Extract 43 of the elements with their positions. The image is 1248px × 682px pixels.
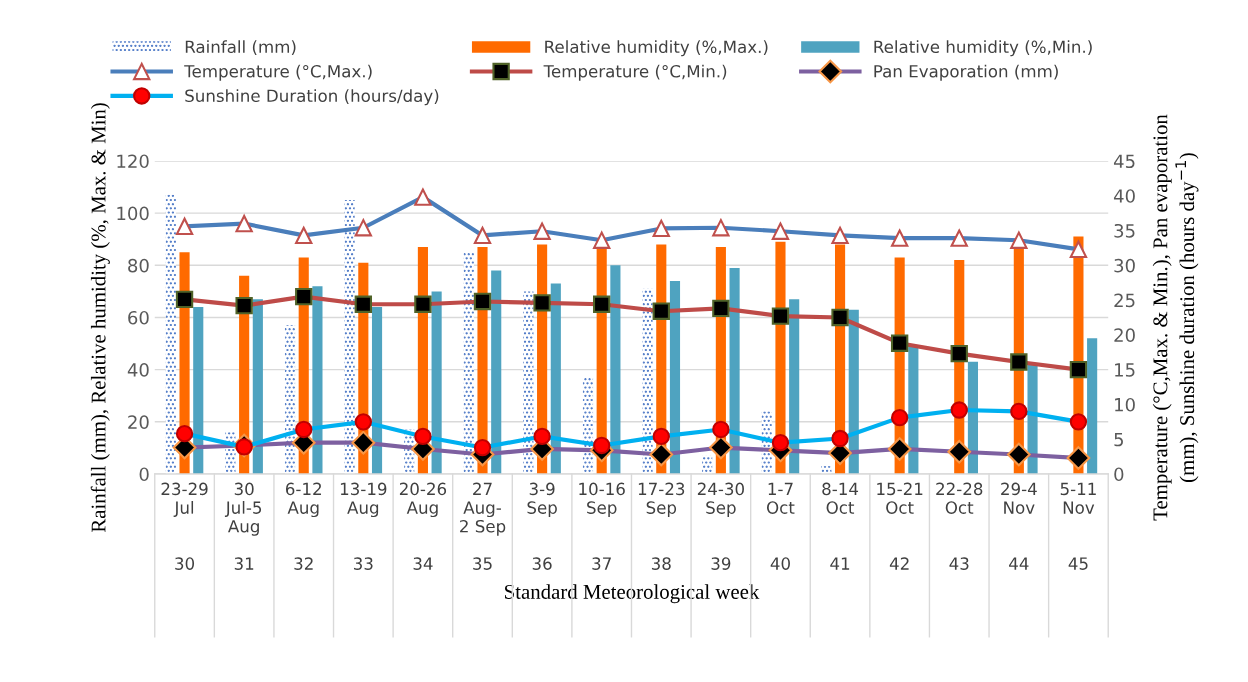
x-axis-title: Standard Meteorological week	[505, 584, 760, 604]
y2-tick-label: 5	[1114, 432, 1123, 447]
legend-label: Temperature (°C,Max.)	[184, 64, 372, 81]
y-tick-label: 120	[117, 154, 149, 169]
y2-tick-label: 35	[1114, 223, 1135, 238]
legend-label: Relative humidity (%,Min.)	[874, 40, 1092, 57]
legend-label: Temperature (°C,Min.)	[543, 64, 727, 81]
y-tick-label: 100	[117, 206, 149, 221]
category-label: 6-12 Aug 32	[285, 482, 321, 570]
legend-label: Pan Evaporation (mm)	[874, 64, 1058, 81]
category-label: 22-28 Oct 43	[936, 482, 983, 570]
y2-axis-title: Temperature (°C,Max. & Min.), Pan evaporation (mm), Sunshine duration (hours day$^{−1}$)	[1152, 114, 1199, 521]
y-axis-title: Rainfall (mm), Relative humidity (%, Max. & Min)	[90, 103, 110, 533]
category-label: 23-29 Jul 30	[161, 482, 208, 570]
category-label: 30 Jul-5 Aug 31	[224, 482, 262, 570]
category-label: 1-7 Oct 40	[766, 482, 795, 570]
y-tick-label: 60	[128, 310, 149, 325]
y-tick-label: 80	[128, 258, 149, 273]
legend-label: Rainfall (mm)	[185, 40, 296, 56]
y2-tick-label: 0	[1114, 467, 1124, 482]
y2-tick-label: 45	[1113, 154, 1135, 169]
legend-label: Sunshine Duration (hours/day)	[185, 89, 439, 106]
category-label: 27 Aug- 2 Sep 35	[460, 482, 506, 570]
y-tick-label: 40	[127, 363, 149, 377]
category-label: 13-19 Aug 33	[340, 482, 387, 570]
y2-tick-label: 15	[1115, 363, 1135, 377]
y-tick-label: 20	[128, 415, 149, 429]
category-label: 10-16 Sep 37	[579, 482, 625, 570]
y2-tick-label: 30	[1114, 258, 1135, 273]
category-label: 3-9 Sep 36	[527, 482, 557, 570]
category-label: 17-23 Sep 38	[638, 482, 685, 570]
category-label: 20-26 Aug 34	[399, 482, 447, 570]
legend-label: Relative humidity (%,Max.)	[545, 40, 768, 57]
category-label: 29-4 Nov 44	[1001, 482, 1037, 570]
category-label: 24-30 Sep 39	[697, 482, 744, 570]
category-label: 5-11 Nov 45	[1060, 482, 1096, 570]
category-label: 15-21 Oct 42	[877, 482, 923, 570]
category-label: 8-14 Oct 41	[822, 482, 859, 570]
y2-tick-label: 25	[1114, 293, 1135, 308]
y2-tick-label: 10	[1115, 397, 1135, 412]
y2-tick-label: 20	[1114, 328, 1135, 342]
y-tick-label: 0	[139, 467, 149, 482]
y2-tick-label: 40	[1113, 189, 1135, 203]
